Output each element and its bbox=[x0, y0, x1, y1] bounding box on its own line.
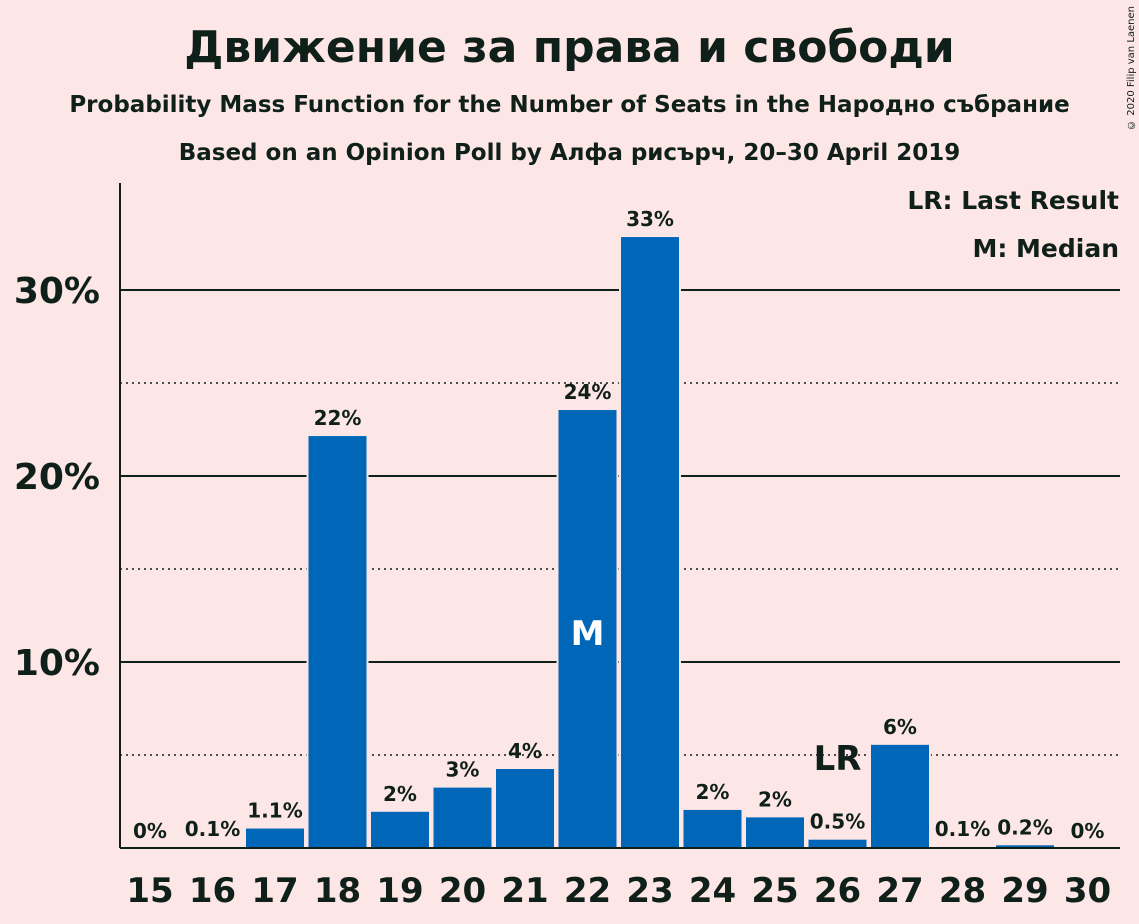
x-tick-label: 24 bbox=[689, 871, 736, 911]
bar bbox=[494, 767, 556, 850]
bar bbox=[556, 408, 619, 849]
y-tick-label: 20% bbox=[14, 457, 100, 498]
data-label: 24% bbox=[564, 380, 612, 404]
x-tick-label: 28 bbox=[939, 871, 986, 911]
x-tick-label: 17 bbox=[251, 871, 298, 911]
data-label: 2% bbox=[383, 782, 417, 806]
bar bbox=[431, 785, 494, 849]
bar bbox=[244, 826, 306, 849]
x-tick-label: 26 bbox=[814, 871, 861, 911]
x-tick-label: 22 bbox=[564, 871, 611, 911]
data-label: 3% bbox=[446, 758, 480, 782]
data-label: 1.1% bbox=[247, 799, 302, 823]
legend-last-result: LR: Last Result bbox=[907, 186, 1119, 215]
x-tick-label: 16 bbox=[189, 871, 236, 911]
x-tick-label: 29 bbox=[1001, 871, 1048, 911]
bar bbox=[681, 807, 744, 850]
x-tick-label: 21 bbox=[501, 871, 548, 911]
data-label: 0% bbox=[133, 819, 167, 843]
last-result-marker: LR bbox=[814, 739, 862, 779]
data-label: 4% bbox=[508, 739, 542, 763]
data-label: 2% bbox=[696, 780, 730, 804]
chart-title: Движение за права и свободи bbox=[184, 22, 955, 73]
x-tick-label: 20 bbox=[439, 871, 486, 911]
x-tick-label: 30 bbox=[1064, 871, 1111, 911]
data-label: 0.1% bbox=[185, 817, 240, 841]
data-label: 0% bbox=[1071, 819, 1105, 843]
bar bbox=[869, 742, 931, 850]
data-label: 22% bbox=[314, 406, 362, 430]
axes bbox=[119, 183, 1120, 849]
labels: 10% 20% 30% 0% 15 0.1% 16 1.1% 17 22% 18 2% 19 3% 20 4%… bbox=[14, 207, 1111, 911]
x-tick-label: 23 bbox=[626, 871, 673, 911]
data-label: 2% bbox=[758, 787, 792, 811]
x-tick-label: 27 bbox=[876, 871, 923, 911]
chart-subtitle: Probability Mass Function for the Number… bbox=[69, 92, 1070, 118]
legend-median: M: Median bbox=[972, 234, 1119, 263]
data-label: 0.1% bbox=[935, 817, 990, 841]
bar bbox=[369, 809, 431, 849]
chart-source: Based on an Opinion Poll by Алфа рисърч,… bbox=[178, 140, 961, 166]
x-tick-label: 25 bbox=[751, 871, 798, 911]
median-marker: M bbox=[571, 614, 605, 654]
data-label: 6% bbox=[883, 715, 917, 739]
bar bbox=[619, 235, 681, 849]
y-tick-label: 30% bbox=[14, 271, 100, 312]
bars bbox=[181, 235, 1056, 850]
x-tick-label: 19 bbox=[376, 871, 423, 911]
bar bbox=[306, 434, 369, 849]
data-label: 33% bbox=[626, 207, 674, 231]
bar bbox=[806, 837, 869, 850]
data-label: 0.5% bbox=[810, 810, 865, 834]
bar bbox=[744, 815, 806, 850]
y-tick-label: 10% bbox=[14, 643, 100, 684]
x-tick-label: 15 bbox=[126, 871, 173, 911]
x-tick-label: 18 bbox=[314, 871, 361, 911]
data-label: 0.2% bbox=[997, 815, 1052, 839]
